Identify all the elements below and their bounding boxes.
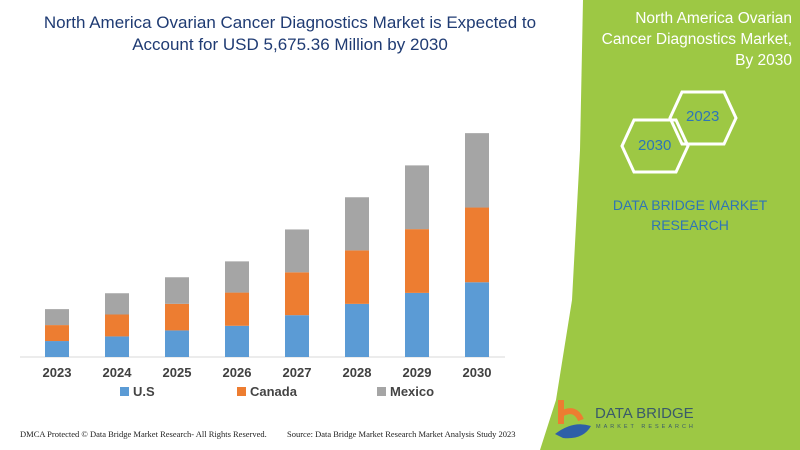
bar-canada-2023 (45, 325, 69, 342)
bar-us-2028 (345, 303, 369, 357)
footer-copyright: DMCA Protected © Data Bridge Market Rese… (20, 429, 267, 439)
stacked-bar-chart: 2023 2024 2025 2026 2027 2028 2029 2030 (20, 133, 505, 380)
bar-canada-2027 (285, 272, 309, 316)
bar-canada-2025 (165, 303, 189, 331)
bar-mexico-2026 (225, 261, 249, 293)
bar-canada-2024 (105, 314, 129, 337)
x-tick-label: 2030 (463, 365, 492, 380)
legend-swatch (120, 387, 129, 396)
legend-label: U.S (133, 384, 155, 399)
bar-canada-2029 (405, 229, 429, 293)
legend-label: Mexico (390, 384, 435, 399)
brand-text: DATA BRIDGE MARKET RESEARCH (612, 197, 768, 233)
bar-us-2029 (405, 292, 429, 357)
legend-swatch (237, 387, 246, 396)
legend-swatch (377, 387, 386, 396)
hexagon-icon (668, 90, 738, 146)
bar-us-2024 (105, 336, 129, 357)
logo-subtext: MARKET RESEARCH (596, 424, 696, 430)
legend-item-mexico: Mexico (377, 384, 434, 399)
bar-canada-2028 (345, 250, 369, 304)
bar-us-2023 (45, 341, 69, 357)
x-tick-label: 2023 (43, 365, 72, 380)
bar-us-2027 (285, 315, 309, 357)
x-tick-label: 2029 (403, 365, 432, 380)
hex-year-2030: 2030 (638, 137, 672, 154)
hex-year-2023: 2023 (686, 108, 720, 125)
legend-item-canada: Canada (237, 384, 297, 399)
side-panel-title: North America Ovarian Cancer Diagnostics… (601, 10, 792, 69)
legend-item-us: U.S (120, 384, 155, 399)
bar-canada-2030 (465, 207, 489, 283)
bar-mexico-2025 (165, 277, 189, 304)
x-tick-label: 2026 (223, 365, 252, 380)
page-title: North America Ovarian Cancer Diagnostics… (43, 13, 537, 54)
bar-us-2025 (165, 330, 189, 357)
legend-label: Canada (250, 384, 297, 399)
bar-mexico-2024 (105, 293, 129, 315)
bar-us-2030 (465, 282, 489, 357)
bar-mexico-2023 (45, 309, 69, 326)
logo-text: DATA BRIDGE (595, 405, 694, 422)
hexagon-icon (620, 118, 690, 174)
bar-canada-2026 (225, 292, 249, 326)
bar-mexico-2029 (405, 165, 429, 230)
bar-us-2026 (225, 325, 249, 357)
x-tick-label: 2028 (343, 365, 372, 380)
x-tick-label: 2025 (163, 365, 192, 380)
x-tick-label: 2027 (283, 365, 312, 380)
bar-mexico-2028 (345, 197, 369, 251)
data-bridge-logo-icon (555, 400, 591, 439)
x-tick-label: 2024 (103, 365, 133, 380)
footer-source: Source: Data Bridge Market Research Mark… (287, 429, 516, 439)
bar-mexico-2027 (285, 229, 309, 273)
bar-mexico-2030 (465, 133, 489, 208)
